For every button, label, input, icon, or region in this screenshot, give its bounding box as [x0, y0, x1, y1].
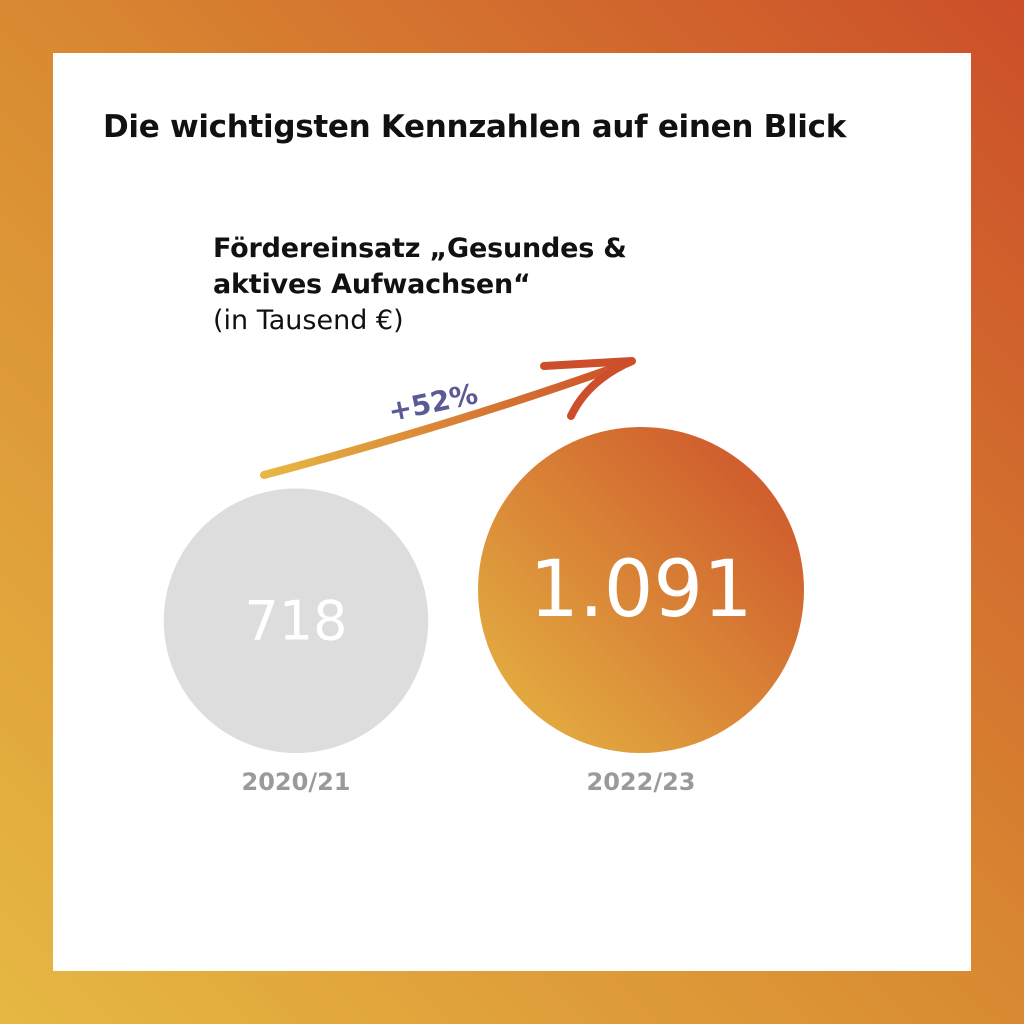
chart-title: Fördereinsatz „Gesundes & aktives Aufwac… [213, 231, 627, 303]
bubble-value-label: 718 [244, 589, 347, 652]
chart-title-line-2: aktives Aufwachsen“ [213, 269, 531, 300]
growth-arrow-icon [260, 358, 634, 479]
category-label: 2022/23 [587, 768, 696, 796]
category-label: 2020/21 [242, 768, 351, 796]
content-card: Die wichtigsten Kennzahlen auf einen Bli… [53, 53, 971, 971]
bubble-2020-21 [163, 488, 429, 753]
bubble-2022-23 [478, 427, 804, 753]
bubble-value-label: 1.091 [529, 545, 752, 635]
chart-unit-label: (in Tausend €) [213, 305, 404, 336]
chart-title-line-1: Fördereinsatz „Gesundes & [213, 233, 627, 264]
page-title: Die wichtigsten Kennzahlen auf einen Bli… [103, 109, 847, 145]
growth-arrow-head-icon [540, 357, 636, 420]
